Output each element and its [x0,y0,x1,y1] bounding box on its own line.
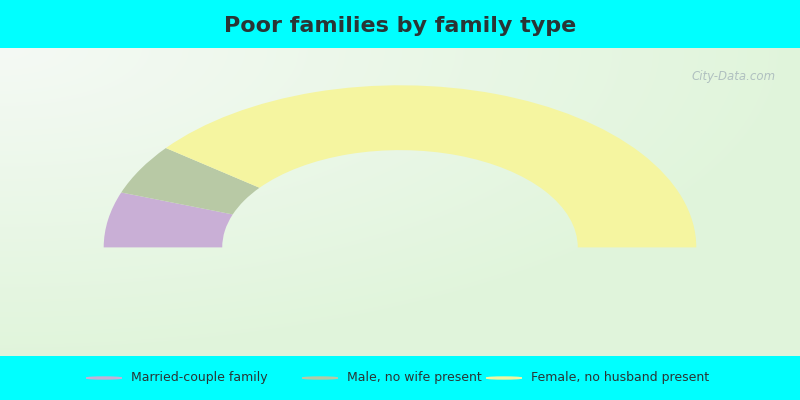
Text: Married-couple family: Married-couple family [131,372,268,384]
Wedge shape [104,192,233,247]
Text: Male, no wife present: Male, no wife present [347,372,482,384]
Wedge shape [122,148,259,214]
Text: Female, no husband present: Female, no husband present [531,372,710,384]
Text: Poor families by family type: Poor families by family type [224,16,576,36]
Circle shape [486,377,522,379]
Circle shape [302,377,338,379]
Circle shape [86,377,122,379]
Text: City-Data.com: City-Data.com [692,70,776,82]
Wedge shape [166,85,696,247]
